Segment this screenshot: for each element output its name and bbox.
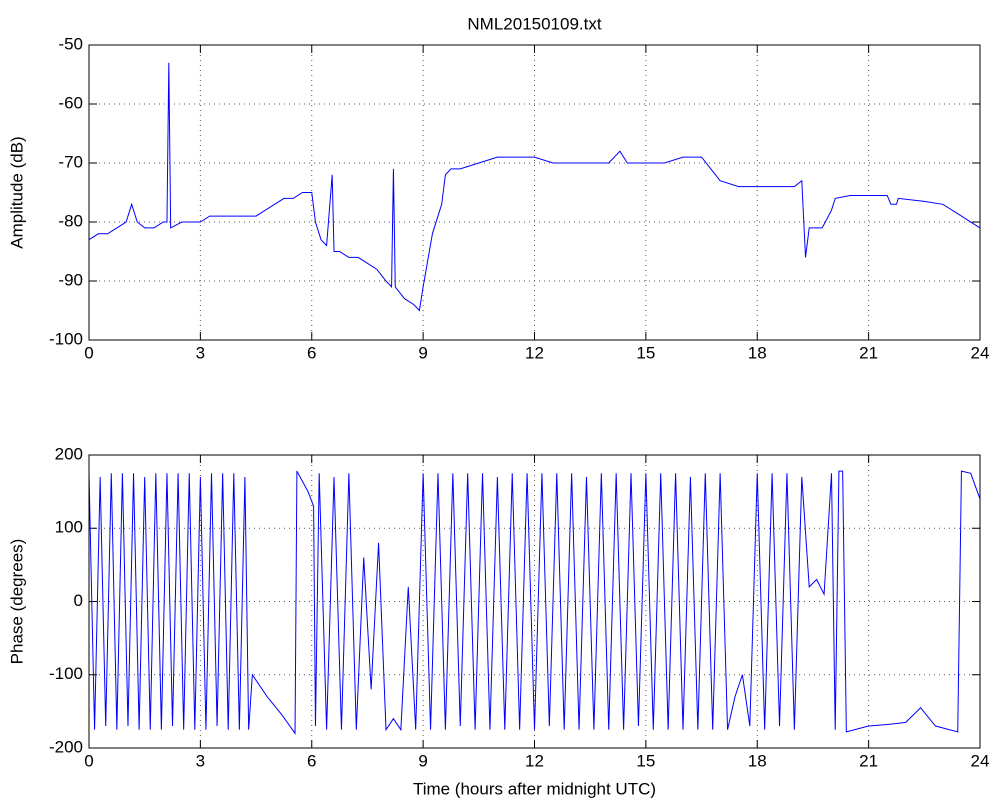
plot-frame xyxy=(88,454,981,749)
x-axis-label: Time (hours after midnight UTC) xyxy=(413,779,656,798)
x-tick-label: 24 xyxy=(971,343,990,362)
x-tick-label: 9 xyxy=(418,343,427,362)
y-tick-label: -200 xyxy=(49,737,83,756)
y-axis-label: Amplitude (dB) xyxy=(7,136,26,248)
y-tick-label: -100 xyxy=(49,664,83,683)
x-tick-label: 6 xyxy=(307,751,316,770)
chart-title: NML20150109.txt xyxy=(467,14,601,33)
data-line xyxy=(88,470,981,735)
y-tick-label: -100 xyxy=(49,329,83,348)
y-tick-label: -50 xyxy=(58,34,83,53)
y-tick-label: -80 xyxy=(58,211,83,230)
x-tick-label: 15 xyxy=(636,751,655,770)
x-tick-label: 9 xyxy=(418,751,427,770)
y-tick-label: 0 xyxy=(74,591,83,610)
x-tick-label: 0 xyxy=(84,751,93,770)
x-tick-label: 21 xyxy=(859,343,878,362)
y-tick-label: 100 xyxy=(55,518,83,537)
y-tick-label: -70 xyxy=(58,152,83,171)
data-line xyxy=(88,62,981,312)
x-tick-label: 0 xyxy=(84,343,93,362)
y-axis-label: Phase (degrees) xyxy=(7,539,26,665)
y-tick-label: 200 xyxy=(55,444,83,463)
x-tick-label: 3 xyxy=(196,343,205,362)
x-tick-label: 24 xyxy=(971,751,990,770)
y-tick-label: -90 xyxy=(58,270,83,289)
plot-frame xyxy=(88,44,981,341)
x-tick-label: 21 xyxy=(859,751,878,770)
x-tick-label: 6 xyxy=(307,343,316,362)
y-tick-label: -60 xyxy=(58,93,83,112)
x-tick-label: 18 xyxy=(748,343,767,362)
x-tick-label: 12 xyxy=(525,751,544,770)
x-tick-label: 3 xyxy=(196,751,205,770)
x-tick-label: 18 xyxy=(748,751,767,770)
x-tick-label: 12 xyxy=(525,343,544,362)
x-tick-label: 15 xyxy=(636,343,655,362)
